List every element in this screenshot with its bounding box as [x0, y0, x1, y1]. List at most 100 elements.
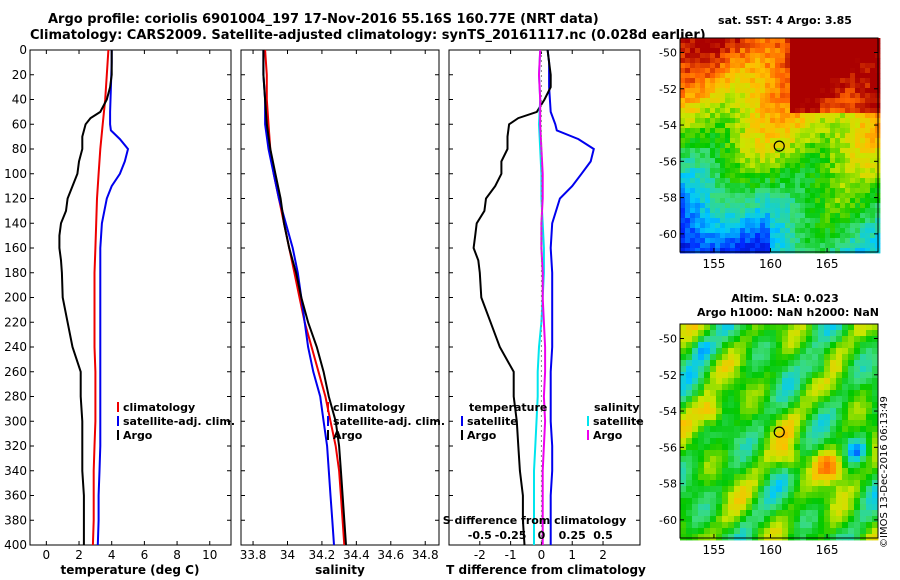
map-cell — [830, 450, 837, 457]
map-cell — [775, 178, 781, 184]
map-cell — [776, 414, 783, 421]
map-cell — [860, 348, 867, 355]
map-cell — [746, 498, 753, 505]
map-cell — [830, 73, 836, 79]
map-cell — [830, 534, 837, 541]
map-cell — [872, 528, 879, 535]
map-cell — [872, 498, 879, 505]
map-cell — [710, 213, 716, 219]
map-cell — [716, 420, 723, 427]
map-cell — [790, 218, 796, 224]
map-cell — [775, 103, 781, 109]
map-cell — [740, 218, 746, 224]
map-cell — [690, 113, 696, 119]
map-cell — [728, 420, 735, 427]
map-cell — [860, 143, 866, 149]
map-cell — [764, 342, 771, 349]
map-cell — [698, 378, 705, 385]
map-cell — [850, 123, 856, 129]
map-y-tick-label: -60 — [659, 228, 677, 241]
map-cell — [805, 38, 811, 44]
map-cell — [824, 528, 831, 535]
map-cell — [750, 88, 756, 94]
map-cell — [764, 444, 771, 451]
map-cell — [820, 38, 826, 44]
map-cell — [690, 88, 696, 94]
map-cell — [865, 168, 871, 174]
map-cell — [820, 83, 826, 89]
map-cell — [815, 233, 821, 239]
map-cell — [720, 48, 726, 54]
map-cell — [680, 203, 686, 209]
map-cell — [752, 438, 759, 445]
map-cell — [842, 378, 849, 385]
map-cell — [722, 348, 729, 355]
map-cell — [760, 38, 766, 44]
map-cell — [800, 233, 806, 239]
map-cell — [700, 58, 706, 64]
map-cell — [765, 138, 771, 144]
map-cell — [790, 238, 796, 244]
map-cell — [685, 53, 691, 59]
map-cell — [820, 243, 826, 249]
map-cell — [770, 143, 776, 149]
map-cell — [746, 504, 753, 511]
map-cell — [805, 63, 811, 69]
map-cell — [710, 420, 717, 427]
map-cell — [710, 432, 717, 439]
map-cell — [710, 342, 717, 349]
map-cell — [836, 378, 843, 385]
map-cell — [806, 504, 813, 511]
map-cell — [770, 188, 776, 194]
map-cell — [710, 153, 716, 159]
map-cell — [716, 534, 723, 541]
map-cell — [746, 408, 753, 415]
map-cell — [870, 73, 876, 79]
map-cell — [800, 438, 807, 445]
map-cell — [710, 233, 716, 239]
map-cell — [776, 390, 783, 397]
map-cell — [770, 324, 777, 331]
map-cell — [734, 510, 741, 517]
map-cell — [710, 504, 717, 511]
map-cell — [725, 228, 731, 234]
map-cell — [770, 178, 776, 184]
map-cell — [740, 208, 746, 214]
map-cell — [690, 228, 696, 234]
map-cell — [790, 153, 796, 159]
map-cell — [758, 384, 765, 391]
map-cell — [734, 324, 741, 331]
map-cell — [698, 330, 705, 337]
map-cell — [710, 108, 716, 114]
map-cell — [695, 143, 701, 149]
map-cell — [820, 78, 826, 84]
map-cell — [764, 480, 771, 487]
map-cell — [705, 183, 711, 189]
map-cell — [746, 438, 753, 445]
map-cell — [776, 408, 783, 415]
map-cell — [865, 193, 871, 199]
map-cell — [775, 133, 781, 139]
map-cell — [722, 354, 729, 361]
map-cell — [710, 63, 716, 69]
x-tick-label: 34.8 — [412, 548, 439, 562]
map-cell — [692, 420, 699, 427]
map-cell — [854, 372, 861, 379]
map-cell — [728, 516, 735, 523]
map-cell — [755, 78, 761, 84]
map-cell — [795, 158, 801, 164]
map-cell — [735, 233, 741, 239]
map-cell — [830, 78, 836, 84]
map-cell — [776, 420, 783, 427]
map-cell — [872, 462, 879, 469]
map-cell — [825, 223, 831, 229]
map-cell — [824, 438, 831, 445]
salinity-xlabel: salinity — [315, 563, 365, 577]
map-cell — [830, 198, 836, 204]
map-cell — [850, 58, 856, 64]
map-cell — [836, 474, 843, 481]
map-cell — [812, 534, 819, 541]
map-cell — [692, 336, 699, 343]
map-cell — [715, 218, 721, 224]
map-cell — [770, 208, 776, 214]
